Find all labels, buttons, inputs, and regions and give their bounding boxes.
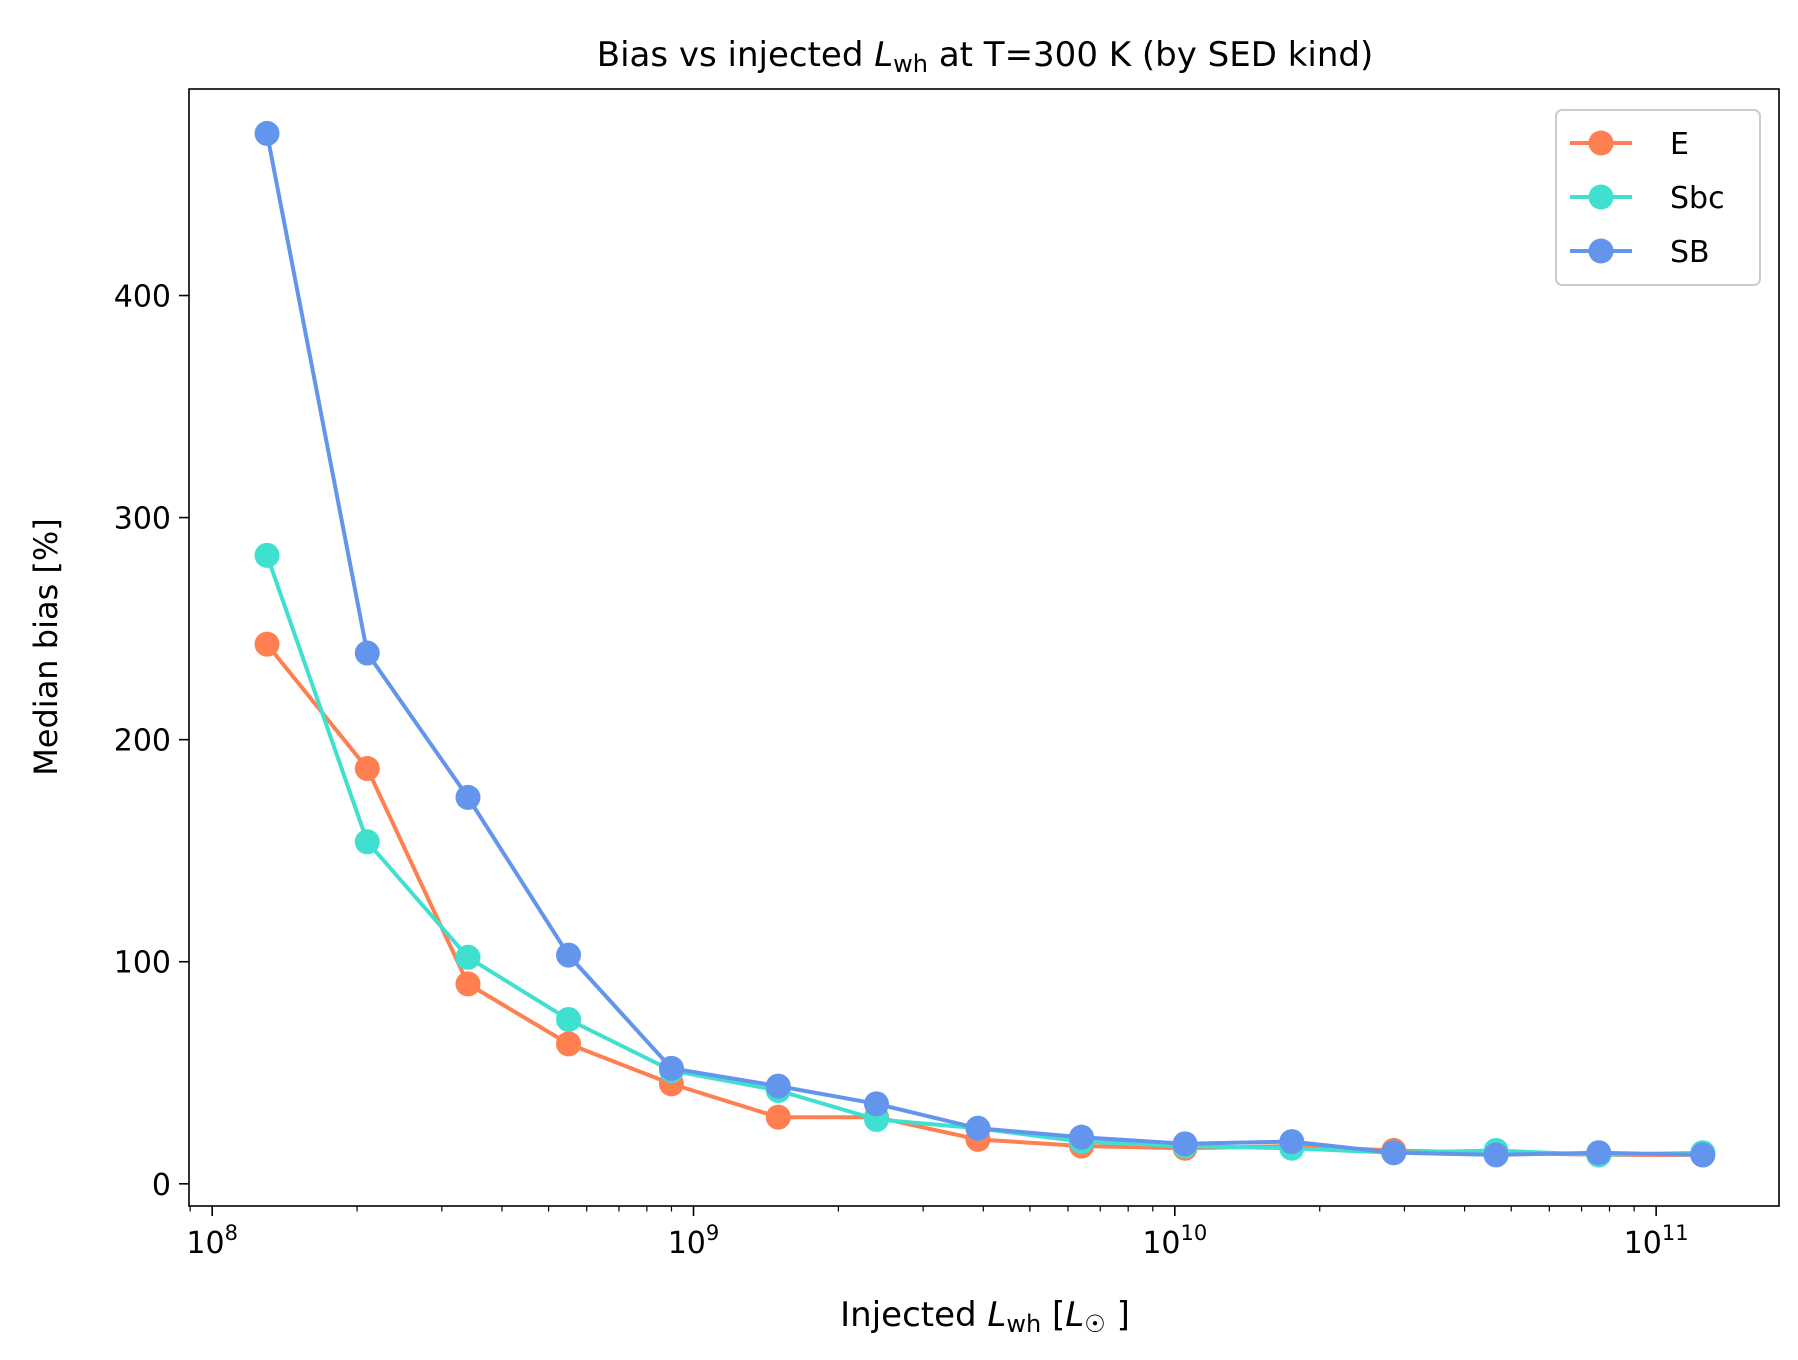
data-point	[354, 829, 380, 855]
data-point	[455, 944, 481, 970]
y-tick-label: 400	[114, 280, 171, 315]
xlabel-unit-var: L	[1065, 1295, 1084, 1335]
y-axis-label: Median bias [%]	[27, 518, 65, 776]
legend-entry-sb: SB	[1570, 235, 1710, 270]
legend-label: E	[1670, 127, 1689, 162]
x-tick-base: 10	[1624, 1226, 1662, 1261]
data-point	[556, 942, 582, 968]
xlabel-sub: wh	[1006, 1310, 1041, 1338]
xlabel-bracket-open: [	[1041, 1295, 1065, 1335]
legend-entry-e: E	[1570, 127, 1689, 162]
x-tick-exp: 11	[1662, 1221, 1689, 1245]
x-tick-exp: 9	[706, 1221, 719, 1245]
x-tick-exp: 8	[225, 1221, 238, 1245]
x-tick-label: 1011	[1624, 1221, 1689, 1261]
data-point	[1069, 1124, 1095, 1150]
series-sb	[254, 120, 1716, 1168]
xlabel-unit-sub: ☉	[1084, 1310, 1106, 1338]
y-tick-label: 100	[114, 946, 171, 981]
title-prefix: Bias vs injected	[597, 35, 874, 75]
data-point	[556, 1006, 582, 1032]
data-point	[354, 640, 380, 666]
x-tick-base: 10	[1142, 1226, 1180, 1261]
data-point	[455, 784, 481, 810]
data-point	[556, 1031, 582, 1057]
data-point	[864, 1091, 890, 1117]
xlabel-prefix: Injected	[840, 1295, 987, 1335]
legend-entries: E Sbc SB	[1570, 127, 1725, 270]
title-var: L	[874, 35, 893, 75]
x-axis-label: Injected Lwh [L☉ ]	[840, 1295, 1130, 1338]
data-point	[1690, 1142, 1716, 1168]
data-point	[658, 1055, 684, 1081]
data-point	[1483, 1142, 1509, 1168]
x-tick-label: 109	[668, 1221, 720, 1261]
data-point	[1279, 1129, 1305, 1155]
x-tick-base: 10	[668, 1226, 706, 1261]
data-point	[254, 542, 280, 568]
y-axis: 0 100 200 300 400	[114, 280, 189, 1203]
legend-entry-sbc: Sbc	[1570, 181, 1725, 216]
data-point	[455, 971, 481, 997]
chart-title: Bias vs injected Lwh at T=300 K (by SED …	[597, 35, 1373, 78]
x-tick-base: 10	[186, 1226, 224, 1261]
data-point	[765, 1104, 791, 1130]
series-layer	[254, 120, 1716, 1168]
legend-label: Sbc	[1670, 181, 1725, 216]
plot-frame	[188, 88, 1780, 1207]
data-point	[765, 1073, 791, 1099]
x-tick-label: 1010	[1142, 1221, 1207, 1261]
y-tick-label: 300	[114, 502, 171, 537]
x-tick-exp: 10	[1181, 1221, 1208, 1245]
xlabel-var: L	[987, 1295, 1006, 1335]
legend-marker	[1588, 130, 1614, 156]
data-point	[1172, 1131, 1198, 1157]
legend-label: SB	[1670, 235, 1710, 270]
data-point	[254, 120, 280, 146]
data-point	[1586, 1140, 1612, 1166]
x-axis: 108 109 1010 1011	[186, 1206, 1689, 1261]
plot-area	[188, 88, 1780, 1207]
legend: E Sbc SB	[1555, 109, 1761, 286]
data-point	[254, 631, 280, 657]
data-point	[1381, 1140, 1407, 1166]
legend-marker	[1588, 238, 1614, 264]
legend-marker	[1588, 184, 1614, 210]
y-tick-label: 0	[152, 1168, 171, 1203]
data-point	[965, 1115, 991, 1141]
xlabel-bracket-close: ]	[1106, 1295, 1130, 1335]
data-point	[354, 756, 380, 782]
x-tick-label: 108	[186, 1221, 238, 1261]
y-tick-label: 200	[114, 724, 171, 759]
title-suffix: at T=300 K (by SED kind)	[928, 35, 1373, 75]
title-sub: wh	[893, 50, 928, 78]
